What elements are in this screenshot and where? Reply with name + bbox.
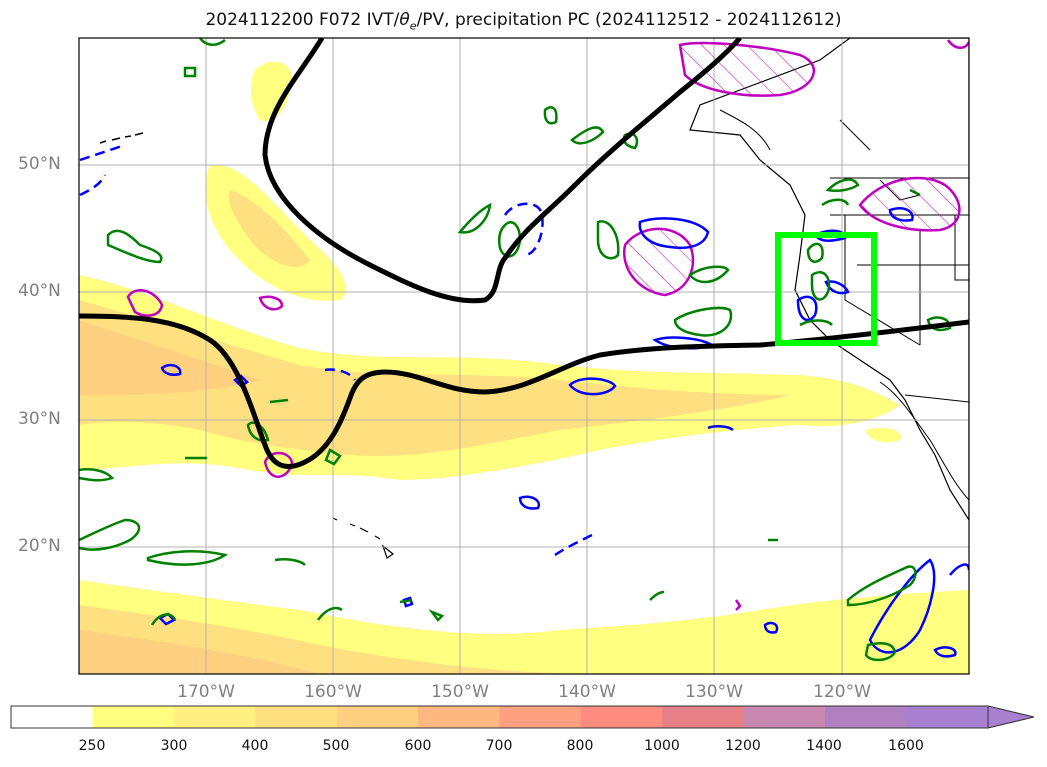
weather-map xyxy=(78,37,970,675)
colorbar-tick: 1000 xyxy=(644,738,680,754)
lon-label: 130°W xyxy=(685,682,743,702)
lon-label: 170°W xyxy=(177,682,235,702)
colorbar-tick: 1200 xyxy=(725,738,761,754)
colorbar xyxy=(10,705,1035,729)
colorbar-tick: 1600 xyxy=(888,738,924,754)
colorbar-segment xyxy=(418,706,500,728)
theta-e-contours xyxy=(79,38,952,662)
colorbar-tick: 300 xyxy=(160,738,188,754)
colorbar-extend-arrow xyxy=(987,705,1035,729)
colorbar-tick: 700 xyxy=(485,738,513,754)
pv-hatched-areas xyxy=(126,39,969,611)
colorbar-segment xyxy=(906,706,988,728)
colorbar-segment xyxy=(336,706,419,728)
colorbar-segment xyxy=(255,706,338,728)
map-title: 2024112200 F072 IVT/θe/PV, precipitation… xyxy=(205,10,842,33)
colorbar-frame xyxy=(10,705,989,729)
gridlines xyxy=(79,38,969,674)
colorbar-tick: 800 xyxy=(566,738,594,754)
colorbar-tick: 400 xyxy=(241,738,269,754)
lat-label: 40°N xyxy=(18,281,61,301)
colorbar-segment xyxy=(173,706,256,728)
colorbar-segment xyxy=(743,706,826,728)
colorbar-tick: 250 xyxy=(78,738,106,754)
highlight-box xyxy=(775,232,877,346)
colorbar-segment xyxy=(499,706,582,728)
lat-label: 20°N xyxy=(18,536,61,556)
lat-label: 50°N xyxy=(18,154,61,174)
lon-label: 140°W xyxy=(558,682,616,702)
lon-label: 150°W xyxy=(431,682,489,702)
pv-contours xyxy=(79,38,969,469)
colorbar-segments xyxy=(11,706,988,728)
colorbar-tick: 500 xyxy=(322,738,350,754)
colorbar-segment xyxy=(92,706,175,728)
colorbar-segment xyxy=(825,706,907,728)
colorbar-segment xyxy=(11,706,93,728)
colorbar-tick: 600 xyxy=(404,738,432,754)
colorbar-segment xyxy=(580,706,663,728)
colorbar-tick: 1400 xyxy=(806,738,842,754)
lon-label: 160°W xyxy=(304,682,362,702)
coastline xyxy=(99,38,969,559)
lon-label: 120°W xyxy=(813,682,871,702)
colorbar-segment xyxy=(662,706,745,728)
lat-label: 30°N xyxy=(18,409,61,429)
map-frame xyxy=(78,37,970,675)
